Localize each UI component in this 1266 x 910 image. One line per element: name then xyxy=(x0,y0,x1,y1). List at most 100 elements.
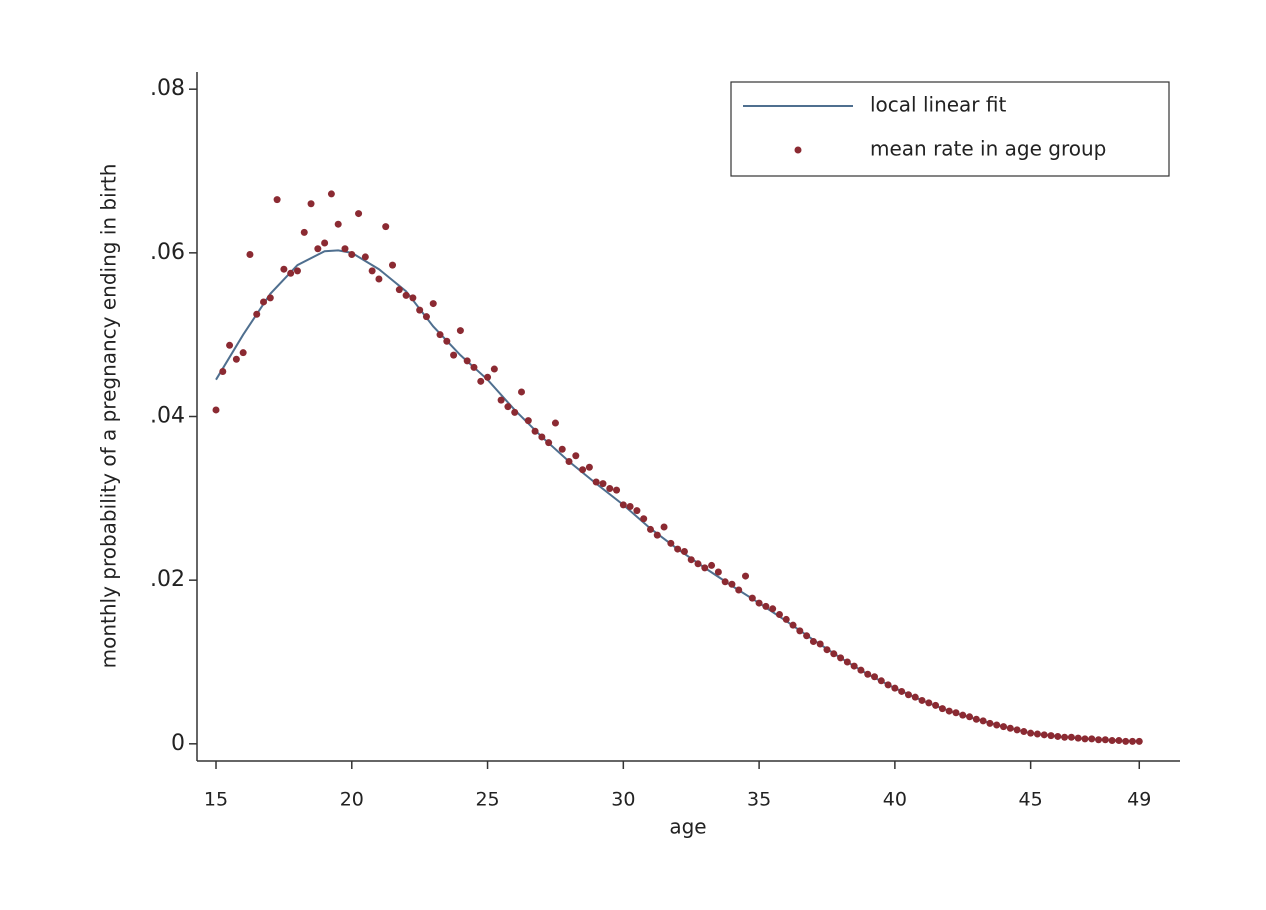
point xyxy=(490,365,498,373)
point xyxy=(945,707,953,715)
point xyxy=(226,341,234,349)
legend-label: local linear fit xyxy=(870,93,1006,117)
point xyxy=(850,662,858,670)
point xyxy=(585,463,593,471)
point xyxy=(1061,733,1069,741)
point xyxy=(422,313,430,321)
point xyxy=(877,677,885,685)
point xyxy=(321,239,329,247)
point xyxy=(619,501,627,509)
point xyxy=(524,417,532,425)
x-tick-label: 49 xyxy=(1127,789,1151,811)
point xyxy=(626,503,634,511)
point xyxy=(633,507,641,515)
point xyxy=(409,294,417,302)
point xyxy=(823,646,831,654)
point xyxy=(348,250,356,258)
point xyxy=(999,723,1007,731)
point xyxy=(395,286,403,294)
point xyxy=(613,486,621,494)
point xyxy=(714,568,722,576)
point xyxy=(646,525,654,533)
point xyxy=(334,220,342,228)
point xyxy=(280,265,288,273)
point xyxy=(368,267,376,275)
point xyxy=(212,406,220,414)
point xyxy=(416,306,424,314)
point xyxy=(531,427,539,435)
point xyxy=(932,701,940,709)
point xyxy=(579,466,587,474)
point xyxy=(667,539,675,547)
point xyxy=(891,684,899,692)
point xyxy=(253,310,261,318)
point xyxy=(735,586,743,594)
x-tick-label: 20 xyxy=(340,789,364,811)
point xyxy=(260,298,268,306)
point xyxy=(1067,733,1075,741)
point xyxy=(606,485,614,493)
point xyxy=(871,673,879,681)
point xyxy=(694,560,702,568)
point xyxy=(1006,724,1014,732)
point xyxy=(538,433,546,441)
y-tick-label: .02 xyxy=(150,567,185,592)
x-tick-label: 45 xyxy=(1019,789,1043,811)
point xyxy=(843,658,851,666)
point xyxy=(1101,736,1109,744)
point xyxy=(307,200,315,208)
point xyxy=(1095,736,1103,744)
point xyxy=(660,523,668,531)
point xyxy=(918,696,926,704)
point xyxy=(497,396,505,404)
point xyxy=(551,419,559,427)
point xyxy=(545,439,553,447)
point xyxy=(680,548,688,556)
point xyxy=(755,599,763,607)
point xyxy=(456,327,464,335)
point xyxy=(287,269,295,277)
point xyxy=(830,650,838,658)
point xyxy=(1108,737,1116,745)
y-tick-label: .06 xyxy=(150,240,185,265)
point xyxy=(972,715,980,723)
point xyxy=(572,452,580,460)
y-tick-label: 0 xyxy=(171,731,185,756)
point xyxy=(966,713,974,721)
point xyxy=(986,719,994,727)
point xyxy=(355,210,363,218)
point xyxy=(857,666,865,674)
point xyxy=(864,670,872,678)
point xyxy=(314,245,322,253)
point xyxy=(1033,730,1041,738)
point xyxy=(789,621,797,629)
point xyxy=(898,687,906,695)
point xyxy=(565,458,573,466)
point xyxy=(239,349,247,357)
point xyxy=(477,377,485,385)
point xyxy=(300,228,308,236)
point xyxy=(599,480,607,488)
point xyxy=(1027,729,1035,737)
y-tick-label: .08 xyxy=(150,76,185,101)
point xyxy=(640,515,648,523)
point xyxy=(938,705,946,713)
x-axis-label: age xyxy=(669,815,706,839)
point xyxy=(809,638,817,646)
point xyxy=(1088,735,1096,743)
point xyxy=(361,253,369,261)
point xyxy=(389,261,397,269)
point xyxy=(687,556,695,564)
point xyxy=(925,699,933,707)
point xyxy=(952,709,960,717)
x-tick-label: 15 xyxy=(204,789,228,811)
point xyxy=(443,337,451,345)
point xyxy=(762,602,770,610)
point xyxy=(1122,737,1130,745)
point xyxy=(721,578,729,586)
point xyxy=(484,373,492,381)
point xyxy=(959,711,967,719)
point xyxy=(1013,726,1021,734)
x-tick-label: 25 xyxy=(475,789,499,811)
